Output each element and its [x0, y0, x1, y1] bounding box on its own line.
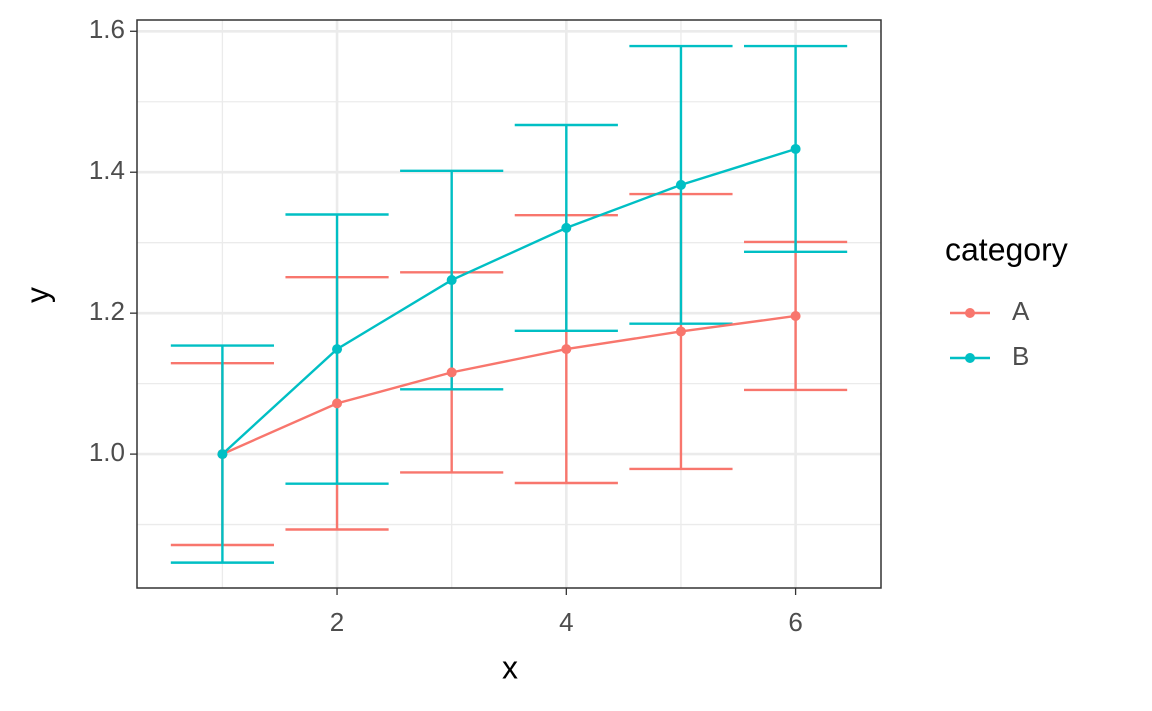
point: [446, 275, 457, 286]
point: [675, 326, 686, 337]
legend-title: category: [945, 231, 1068, 267]
y-axis-title: y: [19, 287, 55, 303]
point: [332, 344, 343, 355]
point: [675, 179, 686, 190]
y-tick-label: 1.2: [89, 296, 125, 326]
x-axis-title: x: [502, 649, 518, 685]
plot-border: [136, 19, 882, 589]
point: [561, 344, 572, 355]
legend-key-point: [965, 308, 975, 318]
y-tick-label: 1.0: [89, 437, 125, 467]
legend-key-point: [965, 353, 975, 363]
point: [446, 367, 457, 378]
y-tick-label: 1.4: [89, 155, 125, 185]
point: [790, 310, 801, 321]
point: [332, 398, 343, 409]
x-tick-label: 2: [330, 607, 344, 637]
plot-background: [137, 20, 881, 588]
point: [561, 222, 572, 233]
x-tick-label: 4: [559, 607, 573, 637]
legend-label: B: [1012, 341, 1029, 371]
point: [790, 143, 801, 154]
series-line: [221, 314, 796, 456]
point: [217, 449, 228, 460]
x-tick-label: 6: [788, 607, 802, 637]
y-tick-label: 1.6: [89, 14, 125, 44]
legend-label: A: [1012, 296, 1030, 326]
series-line: [221, 147, 796, 455]
